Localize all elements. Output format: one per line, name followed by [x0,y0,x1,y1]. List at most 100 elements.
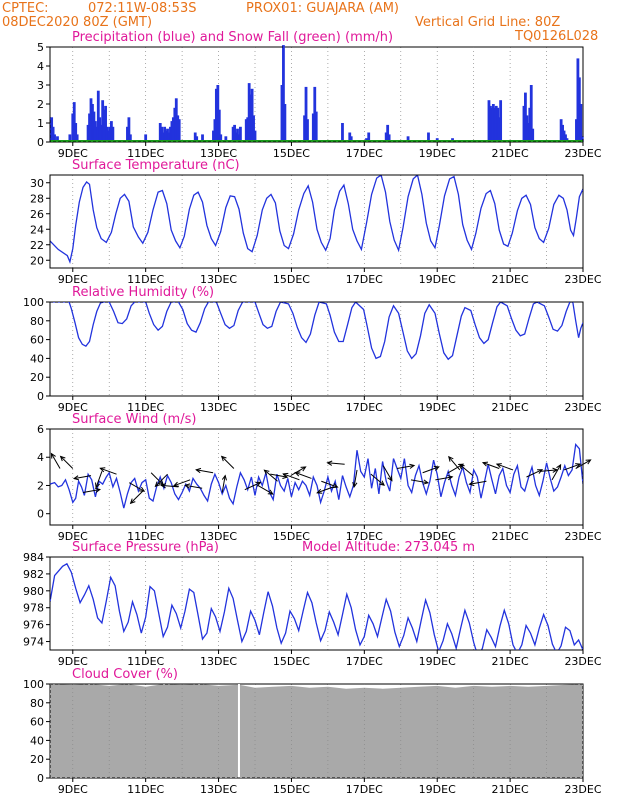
precip-bar [72,102,76,142]
pressure-xtick-label: 19DEC [419,655,456,668]
wind-vector-head [129,498,136,505]
wind-xtick-label: 9DEC [58,530,88,543]
rh-xtick-label: 19DEC [419,401,456,414]
header-grid-line: Vertical Grid Line: 80Z [415,15,560,30]
wind-vector-head [352,481,358,489]
wind-vector [73,475,92,480]
rh-ytick-label: 0 [37,390,44,403]
precip-xtick-label: 19DEC [419,147,456,160]
cloud-xtick-label: 23DEC [564,783,601,796]
wind-ytick-label: 2 [37,479,44,492]
temp-ytick-label: 20 [30,254,44,267]
precip-bar [525,115,529,142]
precip-bar [99,124,103,142]
precip-bar [564,134,567,142]
precip-bar [193,132,197,142]
precip-bar [92,111,96,142]
pressure-xtick-label: 13DEC [200,655,237,668]
precip-bar [88,113,91,142]
temp-xtick-label: 19DEC [419,273,456,286]
wind-vector-head [585,459,592,465]
wind-vector [317,486,334,494]
precip-bar [244,119,248,142]
precip-bar [160,126,164,142]
precip-bar [249,94,253,142]
temp-ytick-label: 22 [30,239,44,252]
precip-bar [306,119,309,142]
wind-vector-head [160,483,167,489]
temp-xtick-label: 21DEC [492,273,529,286]
wind-vector [82,489,101,494]
precip-bar [580,136,584,142]
wind-vector-head [282,472,289,478]
header-run: 08DEC2020 80Z (GMT) [2,15,152,30]
precip-bar [105,126,109,142]
cloud-ytick-label: 40 [30,734,44,747]
precip-bar [531,128,535,142]
cloud-title: Cloud Cover (%) [72,667,178,682]
precip-bar [93,121,97,142]
precip-bar [282,45,285,142]
rh-frame [49,301,584,397]
precip-bar [173,107,177,142]
wind-vector [270,473,288,478]
wind-plot-area [49,428,584,526]
precip-bar [526,123,530,142]
precip-bar [110,121,113,142]
precip-panel: 0 1 2 3 4 5 9DEC 11DEC 13DEC 15DEC 17DEC 19DEC 21DEC… [37,41,602,160]
precip-bar [163,126,167,142]
wind-vector [221,456,235,469]
cloud-frame [49,683,584,779]
precip-bar [101,100,105,142]
wind-vector [370,473,385,486]
precip-bar [219,134,223,142]
cloud-xtick-label: 17DEC [346,783,383,796]
wind-vector-head [433,465,440,471]
wind-vector-head [220,455,227,462]
wind-vector [50,453,61,469]
precip-bar [51,126,55,142]
pressure-title: Surface Pressure (hPa) [72,540,219,555]
precip-bar [234,132,238,142]
wind-vector-head [184,483,191,489]
precip-bar [56,136,59,142]
wind-vector-head [50,452,56,459]
pressure-xtick-label: 23DEC [564,655,601,668]
wind-vector-head [481,461,489,467]
precip-ytick-label: 1 [37,117,44,130]
precip-xtick-label: 15DEC [273,147,310,160]
pressure-xtick-label: 17DEC [346,655,383,668]
precip-xtick-label: 13DEC [200,147,237,160]
temp-xtick-label: 15DEC [273,273,310,286]
temp-xtick-label: 13DEC [200,273,237,286]
wind-vector-head [422,479,430,485]
wind-vector [196,469,214,474]
wind-series-line [50,442,583,509]
wind-vector-head [495,463,502,468]
wind-vector-head [458,463,465,470]
precip-bar [213,119,217,142]
rh-xtick-label: 13DEC [200,401,237,414]
precip-bar [176,115,180,142]
wind-vector-head [99,467,106,473]
wind-vector [244,481,261,491]
cloud-xtick-label: 19DEC [419,783,456,796]
cloud-ytick-label: 80 [30,697,44,710]
cloud-ytick-label: 0 [37,772,44,785]
rh-xtick-label: 23DEC [564,401,601,414]
cloud-xtick-label: 11DEC [127,783,164,796]
wind-vector [129,482,145,492]
rh-ytick-label: 60 [30,334,44,347]
precip-bar [217,109,221,142]
precip-bar [384,132,388,142]
wind-vector-head [556,463,562,470]
header-model: TQ0126L028 [514,29,598,44]
precip-bar [528,107,532,142]
precip-bar [387,134,391,142]
wind-vector [95,471,103,488]
precip-bar [86,124,90,142]
pressure-panel: 974 976 978 980 982 984 9DEC 11DEC 13DEC 15DEC 17D… [23,551,602,668]
temp-ytick-label: 26 [30,208,44,221]
precip-bar [283,104,287,142]
wind-vector [100,467,117,475]
